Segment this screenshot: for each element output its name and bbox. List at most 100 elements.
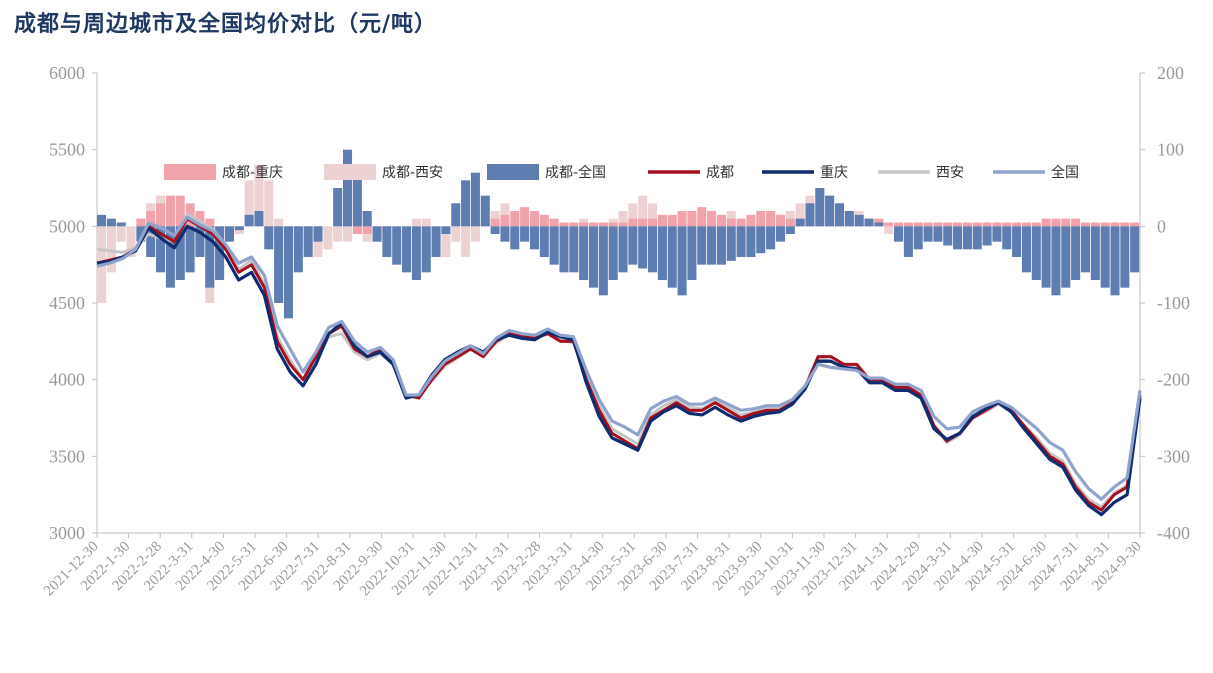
- bar: [657, 214, 667, 227]
- legend-swatch: [164, 164, 216, 180]
- bar: [549, 218, 559, 227]
- line-全国: [96, 215, 1142, 501]
- legend-label: 成都: [706, 165, 734, 181]
- bar: [687, 211, 697, 227]
- legend-swatch: [487, 164, 539, 180]
- bar: [943, 222, 953, 227]
- bar: [126, 226, 136, 257]
- bar: [628, 203, 638, 227]
- y-axis-right: 200 100 0 -100 -200 -300 -400: [1140, 63, 1190, 543]
- bar: [313, 226, 323, 242]
- bar: [392, 226, 402, 265]
- bar: [569, 226, 579, 273]
- bar: [1110, 222, 1120, 227]
- bar: [648, 218, 658, 227]
- bar: [195, 226, 205, 257]
- y-right-tick-label: -300: [1157, 446, 1190, 466]
- bar: [746, 214, 756, 227]
- bar: [362, 211, 372, 227]
- bar: [903, 226, 913, 257]
- bar: [1071, 218, 1081, 227]
- legend-label: 成都-重庆: [222, 165, 283, 181]
- bar: [1041, 218, 1051, 227]
- y-right-tick-label: 100: [1157, 140, 1184, 160]
- bar: [1031, 222, 1041, 227]
- bar: [815, 188, 825, 227]
- y-left-tick-label: 3000: [49, 523, 85, 543]
- bar: [588, 222, 599, 227]
- bar: [687, 226, 697, 280]
- bar: [529, 226, 539, 250]
- bar: [1002, 226, 1012, 250]
- bar: [884, 226, 894, 234]
- bar: [903, 222, 913, 227]
- bar: [362, 226, 372, 234]
- bar: [785, 211, 795, 227]
- bar: [618, 211, 628, 227]
- bar: [618, 226, 628, 273]
- bar: [923, 222, 933, 227]
- bar: [608, 226, 618, 280]
- bar: [598, 226, 608, 296]
- bar: [638, 226, 648, 269]
- legend-label: 西安: [936, 165, 964, 181]
- bar: [677, 211, 687, 227]
- bar: [795, 203, 805, 227]
- bar: [264, 226, 274, 250]
- bar: [785, 218, 795, 227]
- bar: [943, 226, 953, 246]
- bar: [185, 226, 195, 273]
- bar: [215, 226, 225, 280]
- bar: [283, 226, 293, 319]
- bar: [146, 226, 156, 257]
- bar: [775, 214, 785, 227]
- legend-label: 成都-全国: [545, 164, 606, 181]
- bar: [805, 203, 815, 227]
- bar: [707, 226, 717, 265]
- bar: [461, 226, 471, 257]
- bar: [234, 226, 244, 234]
- bar: [992, 222, 1002, 227]
- bar: [97, 214, 107, 227]
- bar: [1110, 226, 1120, 296]
- y-left-tick-label: 3500: [49, 446, 85, 466]
- bar: [1080, 222, 1091, 227]
- bar: [480, 195, 490, 227]
- bar: [165, 226, 175, 288]
- bar: [431, 226, 441, 257]
- axes: [96, 73, 1141, 534]
- bar: [628, 226, 638, 265]
- chart-title: 成都与周边城市及全国均价对比（元/吨）: [14, 11, 438, 37]
- bar: [736, 218, 746, 227]
- bar: [628, 218, 638, 227]
- bar: [500, 226, 510, 242]
- bar: [1012, 226, 1022, 257]
- bar: [352, 226, 362, 234]
- bar: [1061, 226, 1071, 288]
- bar: [972, 226, 982, 250]
- bar: [1100, 226, 1110, 288]
- bar: [146, 211, 156, 227]
- bar: [795, 218, 805, 227]
- bar: [726, 211, 736, 227]
- bar: [1100, 222, 1110, 227]
- bar: [274, 218, 284, 227]
- bar: [205, 218, 215, 227]
- bar: [579, 226, 589, 280]
- bar: [313, 226, 323, 257]
- bar: [156, 203, 166, 227]
- bar: [726, 218, 736, 227]
- legend-swatch: [324, 164, 376, 180]
- x-axis: 2021-12-302022-1-302022-2-282022-3-31202…: [41, 533, 1145, 599]
- bar: [953, 222, 963, 227]
- bar: [461, 180, 471, 227]
- bar: [608, 222, 618, 227]
- bar: [1090, 222, 1100, 227]
- bar: [736, 226, 746, 257]
- bar: [648, 203, 658, 227]
- bar: [175, 226, 185, 280]
- bar: [1090, 226, 1100, 280]
- bar: [264, 180, 274, 227]
- bar: [697, 207, 707, 227]
- bar: [549, 226, 559, 265]
